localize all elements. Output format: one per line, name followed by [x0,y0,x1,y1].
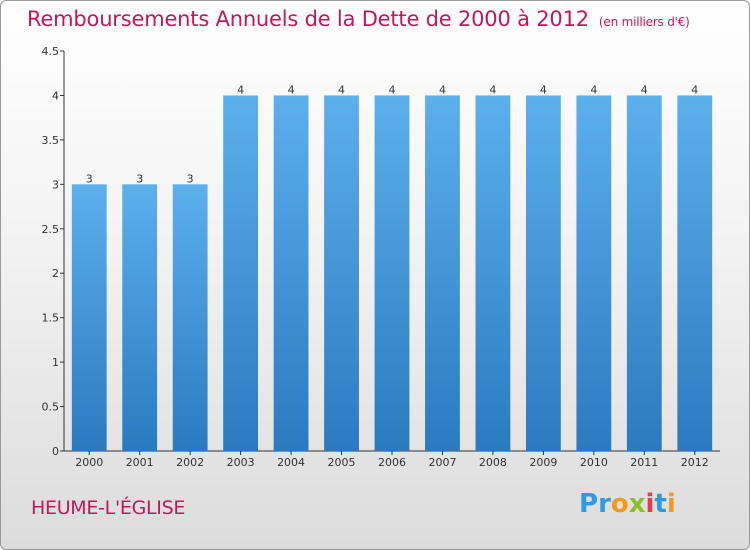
x-tick-label: 2002 [176,456,204,469]
logo-letter: r [598,489,611,519]
bar-value-label: 4 [691,83,698,96]
y-tick-label: 0.5 [42,401,60,414]
logo-letter: i [645,489,655,519]
bar-value-label: 4 [389,83,396,96]
bar-value-label: 4 [338,83,345,96]
bar-value-label: 4 [489,83,496,96]
bar [223,95,259,451]
bar [525,95,561,451]
logo-letter: P [579,489,599,519]
bar-value-label: 3 [187,172,194,185]
x-tick-label: 2008 [479,456,507,469]
chart-title: Remboursements Annuels de la Dette de 20… [27,7,690,31]
bar-value-label: 4 [590,83,597,96]
bar-value-label: 4 [288,83,295,96]
y-tick-label: 2 [52,267,59,280]
bar-value-label: 3 [136,172,143,185]
bar [677,95,713,451]
x-tick-label: 2001 [126,456,154,469]
commune-name: HEUME-L'ÉGLISE [31,497,186,519]
bar [324,95,359,451]
bar-value-label: 4 [540,83,547,96]
bar [425,95,460,451]
proxiti-logo[interactable]: Proxiti [579,489,676,519]
logo-letter: t [654,489,667,519]
bar-value-label: 3 [86,172,93,185]
bar [626,95,662,451]
bar [576,95,612,451]
x-tick-label: 2010 [580,456,608,469]
bar [71,184,107,452]
bar-value-label: 4 [439,83,446,96]
x-tick-label: 2011 [630,456,658,469]
y-tick-label: 4.5 [42,45,60,58]
y-tick-label: 2.5 [42,223,60,236]
bar-value-label: 4 [237,83,244,96]
y-tick-label: 3.5 [42,134,60,147]
y-tick-label: 3 [52,178,59,191]
chart-title-text: Remboursements Annuels de la Dette de 20… [27,7,589,31]
x-tick-label: 2007 [428,456,456,469]
x-tick-label: 2009 [529,456,557,469]
bar [475,95,511,451]
bar [374,95,410,451]
y-tick-label: 1 [52,356,59,369]
chart-unit-note: (en milliers d'€) [598,15,690,29]
x-tick-label: 2000 [75,456,103,469]
x-tick-label: 2003 [227,456,255,469]
bar [122,184,158,452]
x-tick-label: 2004 [277,456,305,469]
logo-letter: x [628,489,646,519]
x-tick-label: 2012 [681,456,709,469]
bar [172,184,208,452]
y-tick-label: 4 [52,89,59,102]
logo-letter: o [610,489,629,519]
bar [273,95,309,451]
y-tick-label: 0 [52,445,59,458]
x-tick-label: 2006 [378,456,406,469]
y-tick-label: 1.5 [42,312,60,325]
logo-letter: i [666,489,676,519]
bar-value-label: 4 [641,83,648,96]
x-tick-label: 2005 [328,456,356,469]
